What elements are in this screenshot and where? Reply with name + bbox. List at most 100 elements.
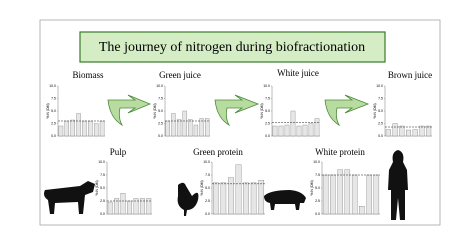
pig — [264, 190, 306, 210]
bar — [250, 182, 257, 215]
y-tick-label: 7.5 — [158, 96, 163, 100]
bar — [235, 164, 242, 215]
panel-label: Green juice — [159, 70, 201, 80]
panel-label: White juice — [277, 68, 319, 78]
y-tick-label: 2.5 — [315, 199, 320, 203]
bar — [199, 118, 204, 137]
bar — [188, 119, 193, 137]
bar — [205, 118, 210, 137]
y-tick-label: 7.5 — [51, 96, 56, 100]
silhouettes — [44, 150, 408, 220]
y-axis-label: % N (DM) — [200, 180, 204, 195]
y-tick-label: 7.5 — [315, 173, 320, 177]
bar — [114, 198, 120, 215]
bar — [272, 125, 278, 137]
y-tick-label: 2.5 — [378, 121, 383, 125]
bar — [212, 182, 219, 215]
y-axis-label: % N (DM) — [153, 103, 157, 118]
panel-label: White protein — [315, 147, 365, 157]
bar — [290, 110, 296, 137]
title: The journey of nitrogen during biofracti… — [99, 40, 365, 55]
bar — [426, 125, 432, 137]
bar — [70, 119, 75, 137]
bar — [296, 125, 302, 137]
bar — [182, 110, 187, 137]
bar — [107, 201, 113, 215]
y-tick-label: 5.0 — [315, 186, 320, 190]
y-tick-label: 0.0 — [315, 212, 320, 216]
bar — [419, 125, 425, 137]
panel-label: Brown juice — [388, 70, 432, 80]
y-tick-label: 10.0 — [263, 84, 270, 88]
bar — [337, 169, 343, 215]
bar — [330, 174, 336, 215]
y-axis-label: % N (DM) — [46, 103, 50, 118]
y-tick-label: 5.0 — [378, 109, 383, 113]
bar — [314, 118, 320, 137]
bar — [308, 123, 314, 137]
y-tick-label: 2.5 — [158, 121, 163, 125]
y-tick-label: 10.0 — [313, 160, 320, 164]
y-tick-label: 7.5 — [205, 173, 210, 177]
bar — [58, 125, 64, 137]
arrow — [107, 94, 152, 127]
bar — [220, 182, 227, 215]
bar — [193, 124, 199, 137]
bar — [412, 129, 418, 137]
bar — [99, 120, 105, 137]
bar — [366, 174, 372, 215]
y-tick-label: 5.0 — [100, 186, 105, 190]
bar — [392, 123, 398, 137]
bar — [359, 206, 365, 215]
bar — [284, 124, 290, 137]
y-tick-label: 10.0 — [376, 84, 383, 88]
y-tick-label: 10.0 — [49, 84, 56, 88]
frame — [39, 19, 441, 226]
bar — [165, 120, 170, 137]
bar — [405, 129, 411, 137]
y-tick-label: 5.0 — [158, 109, 163, 113]
y-tick-label: 2.5 — [205, 199, 210, 203]
bar — [373, 174, 380, 215]
title-box — [79, 31, 386, 63]
bar — [344, 169, 351, 215]
bar — [399, 125, 405, 137]
y-tick-label: 5.0 — [205, 186, 210, 190]
bar — [351, 174, 358, 215]
y-tick-label: 2.5 — [100, 199, 105, 203]
bar — [76, 113, 81, 137]
panel-label: Biomass — [72, 70, 104, 80]
bar — [64, 120, 70, 137]
y-axis-label: % N (DM) — [373, 103, 377, 118]
bar — [133, 198, 139, 215]
y-tick-label: 10.0 — [203, 160, 210, 164]
y-tick-label: 7.5 — [265, 96, 270, 100]
bar — [302, 124, 308, 137]
y-tick-label: 0.0 — [205, 212, 210, 216]
bar — [93, 123, 99, 137]
bar — [139, 198, 145, 215]
arrow — [214, 94, 260, 127]
y-axis-label: % N (DM) — [310, 180, 314, 195]
panel-label: Green protein — [193, 147, 243, 157]
bar — [385, 129, 391, 137]
y-tick-label: 0.0 — [51, 134, 56, 138]
bar — [82, 120, 87, 137]
bar — [278, 125, 284, 137]
y-axis-label: % N (DM) — [95, 180, 99, 195]
bar — [146, 198, 152, 215]
y-tick-label: 2.5 — [265, 121, 270, 125]
y-tick-label: 0.0 — [100, 212, 105, 216]
bar — [171, 113, 176, 137]
arrows — [107, 94, 370, 127]
chicken — [177, 182, 199, 216]
y-tick-label: 0.0 — [158, 134, 163, 138]
person — [388, 150, 408, 220]
y-tick-label: 5.0 — [51, 109, 56, 113]
arrow — [324, 94, 370, 127]
y-axis-label: % N (DM) — [260, 103, 264, 118]
y-tick-label: 10.0 — [156, 84, 163, 88]
y-tick-label: 10.0 — [98, 160, 105, 164]
bar — [120, 193, 126, 215]
